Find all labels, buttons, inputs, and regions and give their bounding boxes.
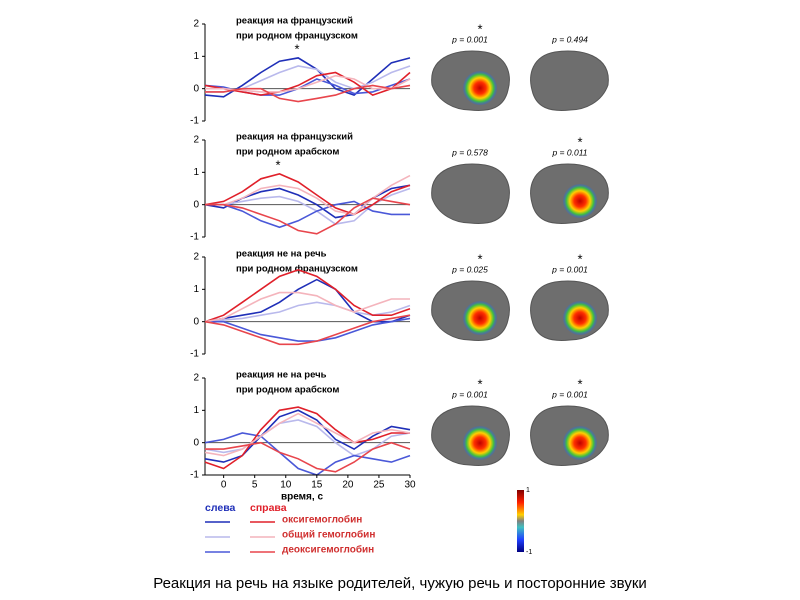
series-line	[204, 173, 411, 216]
p-value: p = 0.001	[551, 264, 588, 274]
p-value: p = 0.001	[451, 389, 488, 399]
series-line	[204, 269, 411, 323]
panel-title: реакция на французский	[236, 132, 353, 143]
x-tick-label: 10	[280, 480, 292, 491]
activation	[463, 301, 497, 335]
panel-title: реакция на французский	[236, 16, 353, 27]
significance-star: *	[477, 376, 482, 391]
y-tick-label: 2	[193, 373, 199, 384]
series-line	[204, 432, 411, 476]
x-tick-label: 15	[311, 480, 323, 491]
series-line	[205, 197, 411, 235]
activation	[463, 426, 497, 460]
p-value: p = 0.578	[451, 147, 488, 157]
y-tick-label: -1	[190, 470, 199, 481]
series-line	[204, 314, 411, 346]
legend-side: слева	[205, 502, 236, 514]
x-tick-label: 30	[404, 480, 416, 491]
x-tick-label: 0	[221, 480, 227, 491]
y-tick-label: 1	[193, 405, 199, 416]
panel-title: при родном французском	[236, 264, 358, 275]
x-axis-label: время, с	[281, 492, 323, 503]
significance-star: *	[477, 251, 482, 266]
series-line	[204, 409, 411, 463]
significance-star: *	[275, 157, 280, 172]
significance-star: *	[577, 251, 582, 266]
y-tick-label: -1	[190, 116, 199, 127]
y-tick-label: 0	[193, 437, 199, 448]
y-tick-label: -1	[190, 232, 199, 243]
x-tick-label: 25	[373, 480, 385, 491]
activation	[463, 71, 497, 105]
series-line	[204, 412, 411, 457]
legend-label: общий гемоглобин	[282, 529, 375, 541]
legend-label: деоксигемоглобин	[282, 544, 374, 556]
panel-title: реакция не на речь	[236, 249, 327, 260]
y-tick-label: 1	[193, 51, 199, 62]
activation	[563, 301, 597, 335]
y-tick-label: 2	[193, 135, 199, 146]
activation	[563, 426, 597, 460]
x-tick-label: 20	[342, 480, 354, 491]
y-tick-label: 2	[193, 19, 199, 30]
brain	[530, 50, 609, 111]
brain	[431, 163, 510, 224]
series-line	[204, 406, 410, 470]
y-tick-label: -1	[190, 349, 199, 360]
activation	[563, 184, 597, 218]
y-tick-label: 0	[193, 316, 199, 327]
series-line	[205, 200, 410, 229]
caption: Реакция на речь на языке родителей, чужу…	[153, 575, 647, 592]
y-tick-label: 1	[193, 167, 199, 178]
series-line	[205, 441, 411, 473]
y-tick-label: 0	[193, 199, 199, 210]
y-tick-label: 1	[193, 284, 199, 295]
series-line	[205, 317, 411, 342]
panel-title: при родном французском	[236, 31, 358, 42]
p-value: p = 0.001	[551, 389, 588, 399]
colorbar	[517, 490, 524, 552]
series-line	[204, 291, 410, 323]
p-value: p = 0.494	[551, 34, 588, 44]
legend-side: справа	[250, 502, 287, 514]
series-line	[205, 84, 411, 103]
legend-label: оксигемоглобин	[282, 514, 362, 526]
p-value: p = 0.011	[551, 147, 587, 157]
series-line	[205, 174, 411, 216]
panel-title: при родном арабском	[236, 385, 339, 396]
x-tick-label: 5	[252, 480, 258, 491]
panel-title: реакция не на речь	[236, 370, 327, 381]
series-line	[204, 71, 411, 96]
series-line	[204, 57, 411, 98]
colorbar-label: -1	[526, 549, 532, 556]
colorbar-label: 1	[526, 487, 530, 494]
p-value: p = 0.001	[451, 34, 488, 44]
p-value: p = 0.025	[451, 264, 488, 274]
significance-star: *	[577, 376, 582, 391]
panel-title: при родном арабском	[236, 147, 339, 158]
significance-star: *	[577, 134, 582, 149]
y-tick-label: 2	[193, 252, 199, 263]
y-tick-label: 0	[193, 83, 199, 94]
significance-star: *	[477, 21, 482, 36]
significance-star: *	[294, 41, 299, 56]
